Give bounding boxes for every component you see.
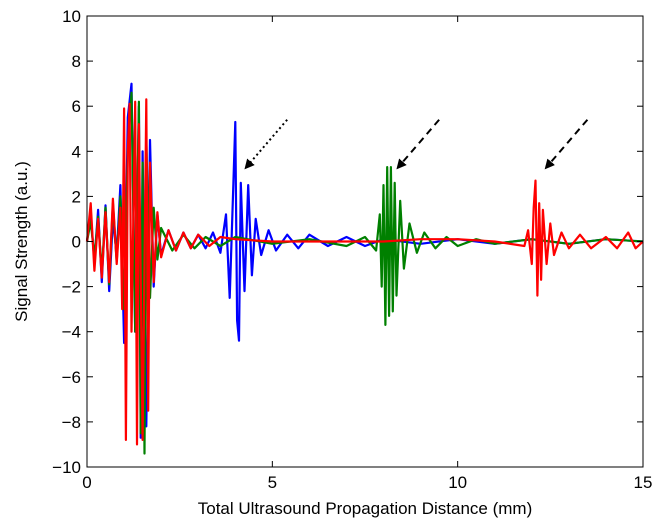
y-tick-label: 6 [72, 97, 81, 116]
annotation-arrow-2 [396, 119, 440, 170]
annotation-layer [244, 119, 589, 170]
y-tick-label: 2 [72, 187, 81, 206]
series-line-1 [85, 82, 644, 439]
series-layer [85, 82, 644, 455]
series-line-2 [85, 91, 644, 455]
annotation-arrow-1 [244, 119, 288, 170]
y-axis-title: Signal Strength (a.u.) [12, 161, 31, 322]
x-tick-label: 5 [268, 473, 277, 492]
y-tick-label: −8 [62, 413, 81, 432]
x-tick-label: 15 [634, 473, 653, 492]
x-tick-label: 0 [82, 473, 91, 492]
x-axis-title: Total Ultrasound Propagation Distance (m… [198, 499, 532, 518]
y-tick-label: −2 [62, 278, 81, 297]
y-tick-label: 10 [62, 7, 81, 26]
y-tick-label: 4 [72, 142, 81, 161]
x-tick-label: 10 [448, 473, 467, 492]
series-line-3 [85, 98, 644, 446]
y-tick-label: 0 [72, 233, 81, 252]
y-tick-label: −4 [62, 323, 81, 342]
y-tick-label: −6 [62, 368, 81, 387]
annotation-arrow-3 [544, 119, 589, 170]
y-tick-label: −10 [52, 458, 81, 477]
y-tick-label: 8 [72, 52, 81, 71]
tick-layer: 0 5 10 15 −10 −8 −6 −4 −2 0 2 4 6 8 10 [52, 7, 652, 492]
